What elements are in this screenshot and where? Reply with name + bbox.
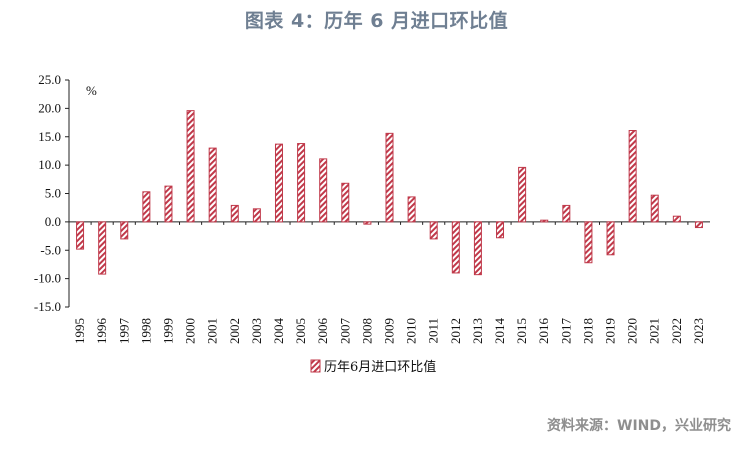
x-tick-label: 2022	[669, 318, 684, 344]
bar-2010	[407, 196, 416, 223]
bar-1995	[76, 221, 85, 250]
x-tick-label: 2017	[558, 318, 573, 345]
x-tick-label: 2015	[514, 318, 529, 344]
x-tick-label: 2013	[470, 318, 485, 344]
x-tick-label: 2018	[580, 318, 595, 344]
x-tick-label: 2005	[293, 318, 308, 344]
legend-swatch	[310, 359, 321, 373]
x-tick-label: 2014	[492, 317, 507, 344]
bar-2015	[518, 166, 527, 223]
x-tick-label: 2006	[315, 318, 330, 345]
bar-2019	[606, 221, 615, 256]
x-tick-label: 1995	[72, 318, 87, 344]
y-tick-label: -5.0	[40, 242, 61, 257]
y-tick-label: 20.0	[38, 100, 61, 115]
x-tick-label: 2020	[625, 318, 640, 344]
x-tick-label: 2019	[603, 318, 618, 344]
x-tick-label: 1996	[94, 318, 109, 345]
unit-label: %	[86, 83, 97, 98]
bar-2005	[297, 143, 306, 223]
bar-2009	[385, 132, 394, 223]
legend-label: 历年6月进口环比值	[324, 359, 436, 375]
x-tick-label: 2002	[227, 318, 242, 344]
x-tick-label: 1999	[160, 318, 175, 344]
bar-1998	[142, 191, 151, 223]
x-tick-label: 2009	[382, 318, 397, 344]
y-tick-label: 25.0	[38, 72, 61, 87]
bar-2000	[186, 110, 195, 223]
bar-2018	[584, 221, 593, 264]
bar-2003	[252, 208, 261, 223]
bar-2006	[319, 158, 328, 223]
x-tick-label: 2010	[404, 318, 419, 344]
y-tick-label: -15.0	[34, 299, 61, 314]
chart-title: 图表 4：历年 6 月进口环比值	[244, 10, 509, 32]
y-tick-label: 10.0	[38, 157, 61, 172]
x-tick-label: 2001	[205, 318, 220, 344]
x-tick-label: 2023	[691, 318, 706, 344]
bar-2021	[650, 194, 659, 223]
bar-2023	[694, 221, 703, 229]
x-tick-label: 2004	[271, 318, 286, 345]
bar-2013	[473, 221, 482, 276]
bar-2012	[451, 221, 460, 274]
bar-2016	[540, 219, 549, 223]
x-tick-label: 2007	[337, 318, 352, 345]
y-tick-label: -10.0	[34, 271, 61, 286]
bar-1999	[164, 185, 173, 223]
y-tick-label: 5.0	[45, 186, 61, 201]
bar-2011	[429, 221, 438, 240]
y-tick-label: 15.0	[38, 129, 61, 144]
x-tick-label: 2021	[647, 318, 662, 344]
x-tick-label: 2000	[183, 318, 198, 344]
x-tick-label: 2016	[536, 318, 551, 345]
bar-2008	[363, 221, 372, 225]
y-tick-label: 0.0	[45, 214, 61, 229]
bar-2007	[341, 182, 350, 223]
bar-1996	[98, 221, 107, 275]
bar-2014	[496, 221, 505, 239]
x-tick-label: 1997	[116, 318, 131, 345]
bar-2017	[562, 204, 571, 223]
x-tick-label: 1998	[138, 318, 153, 344]
bar-2020	[628, 130, 637, 223]
x-tick-label: 2011	[426, 318, 441, 344]
legend: 历年6月进口环比值	[310, 359, 436, 375]
x-tick-label: 2008	[359, 318, 374, 344]
bar-1997	[120, 221, 129, 240]
bar-2002	[230, 204, 239, 223]
bar-2004	[274, 143, 283, 223]
x-tick-label: 2012	[448, 318, 463, 344]
x-tick-label: 2003	[249, 318, 264, 344]
bar-2001	[208, 147, 217, 223]
source-note: 资料来源：WIND，兴业研究	[547, 418, 731, 434]
bar-2022	[672, 215, 681, 223]
